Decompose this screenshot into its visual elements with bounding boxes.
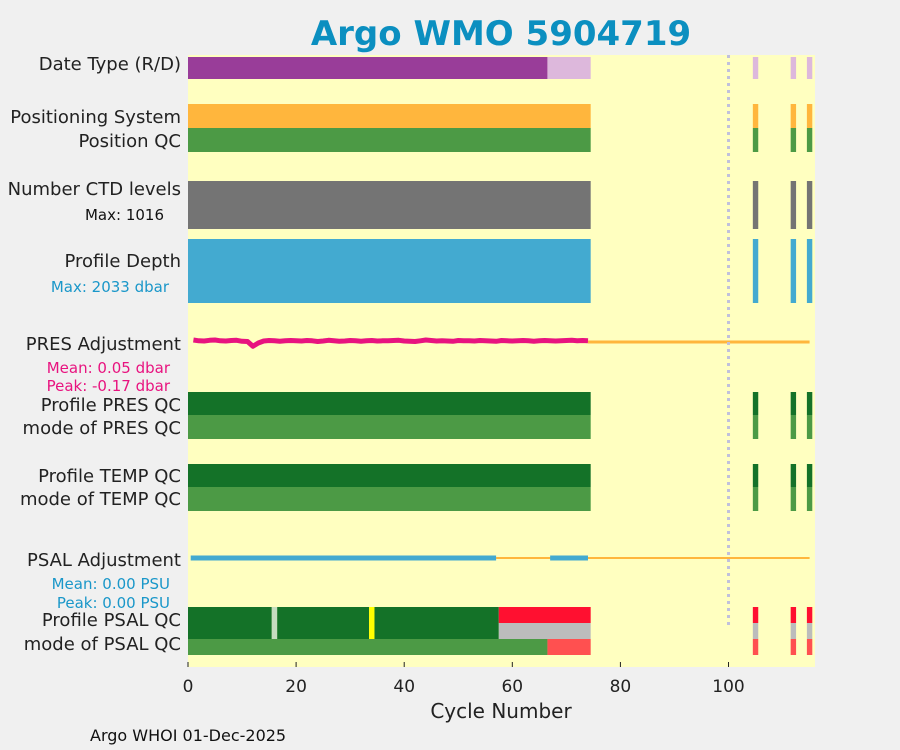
positioning-system-recent-2 <box>806 104 813 128</box>
psal-mode-qc-recent-0 <box>752 639 759 655</box>
x-tick-label-5: 100 <box>712 677 744 697</box>
label-psal-mean: Mean: 0.00 PSU <box>52 575 170 593</box>
profile-depth-bar <box>188 239 591 303</box>
positioning-system-recent-1 <box>790 104 797 128</box>
temp-qc-recent-2 <box>806 464 813 487</box>
date-type-recent-1 <box>790 57 797 79</box>
pres-qc-recent-1 <box>790 392 797 415</box>
psal-qc-bad-bottom-5 <box>498 623 591 639</box>
psal-qc-segment-2 <box>277 607 370 639</box>
date-type-recent-0 <box>752 57 759 79</box>
pres-adjustment-series-line <box>193 337 589 349</box>
date-type-recent-2 <box>806 57 813 79</box>
psal-qc-segment-4 <box>374 607 499 639</box>
pres-mode-qc-recent-0 <box>752 415 759 439</box>
temp-mode-qc-recent-1 <box>790 487 797 511</box>
x-tick-label-0: 0 <box>183 677 194 697</box>
psal-qc-segment-3 <box>369 607 375 639</box>
date-type-segment-0 <box>188 57 548 79</box>
temp-mode-qc-bar <box>188 487 591 511</box>
temp-qc-recent-1 <box>790 464 797 487</box>
profile-depth-recent-0 <box>752 239 759 303</box>
positioning-system-recent-0 <box>752 104 759 128</box>
label-ctd-levels: Number CTD levels <box>8 179 181 200</box>
label-positioning-system: Positioning System <box>10 107 181 128</box>
psal-qc-segment-1 <box>271 607 278 639</box>
label-psal-mode-qc: mode of PSAL QC <box>24 634 181 655</box>
temp-mode-qc-recent-2 <box>806 487 813 511</box>
psal-qc-bottom-recent-1 <box>790 623 797 639</box>
psal-mode-qc-segment-0 <box>188 639 548 655</box>
position-qc-bar <box>188 128 591 152</box>
psal-qc-top-recent-2 <box>806 607 813 623</box>
position-qc-recent-2 <box>806 128 813 152</box>
psal-qc-top-recent-1 <box>790 607 797 623</box>
psal-qc-bad-top-5 <box>498 607 591 623</box>
label-psal-qc: Profile PSAL QC <box>42 610 181 631</box>
psal-qc-segment-0 <box>188 607 272 639</box>
pres-qc-bar <box>188 392 591 415</box>
pres-qc-recent-0 <box>752 392 759 415</box>
ctd-levels-recent-0 <box>752 181 759 229</box>
pres-mode-qc-recent-2 <box>806 415 813 439</box>
pres-mode-qc-bar <box>188 415 591 439</box>
psal-qc-bottom-recent-2 <box>806 623 813 639</box>
temp-qc-recent-0 <box>752 464 759 487</box>
x-tick-label-4: 80 <box>610 677 632 697</box>
plot-area <box>188 55 815 667</box>
label-pres-adjustment: PRES Adjustment <box>26 334 181 355</box>
x-tick-label-3: 60 <box>501 677 523 697</box>
ctd-levels-recent-1 <box>790 181 797 229</box>
position-qc-recent-0 <box>752 128 759 152</box>
label-position-qc: Position QC <box>78 131 181 152</box>
label-psal-peak: Peak: 0.00 PSU <box>57 594 170 612</box>
x-tick-label-1: 20 <box>285 677 307 697</box>
label-pres-mode-qc: mode of PRES QC <box>23 418 181 439</box>
label-profile-depth-max: Max: 2033 dbar <box>51 278 170 296</box>
pres-qc-recent-2 <box>806 392 813 415</box>
profile-depth-recent-1 <box>790 239 797 303</box>
date-type-segment-1 <box>547 57 591 79</box>
pres-mode-qc-recent-1 <box>790 415 797 439</box>
positioning-system-bar <box>188 104 591 128</box>
label-ctd-max: Max: 1016 <box>85 206 164 224</box>
x-tick-label-2: 40 <box>393 677 415 697</box>
ctd-levels-recent-2 <box>806 181 813 229</box>
footer-credit: Argo WHOI 01-Dec-2025 <box>90 726 286 745</box>
chart-title: Argo WMO 5904719 <box>311 14 691 54</box>
psal-qc-bottom-recent-0 <box>752 623 759 639</box>
label-pres-qc: Profile PRES QC <box>41 395 181 416</box>
label-date-type: Date Type (R/D) <box>39 54 181 75</box>
label-psal-adjustment: PSAL Adjustment <box>27 550 181 571</box>
psal-mode-qc-recent-1 <box>790 639 797 655</box>
label-temp-qc: Profile TEMP QC <box>38 466 181 487</box>
x-axis-title: Cycle Number <box>430 699 572 723</box>
label-profile-depth: Profile Depth <box>64 251 181 272</box>
temp-mode-qc-recent-0 <box>752 487 759 511</box>
psal-qc-top-recent-0 <box>752 607 759 623</box>
label-pres-mean: Mean: 0.05 dbar <box>47 359 171 377</box>
psal-mode-qc-segment-1 <box>547 639 591 655</box>
label-pres-peak: Peak: -0.17 dbar <box>47 377 171 395</box>
profile-depth-recent-2 <box>806 239 813 303</box>
temp-qc-bar <box>188 464 591 487</box>
ctd-levels-bar <box>188 181 591 229</box>
position-qc-recent-1 <box>790 128 797 152</box>
psal-mode-qc-recent-2 <box>806 639 813 655</box>
label-temp-mode-qc: mode of TEMP QC <box>20 489 181 510</box>
